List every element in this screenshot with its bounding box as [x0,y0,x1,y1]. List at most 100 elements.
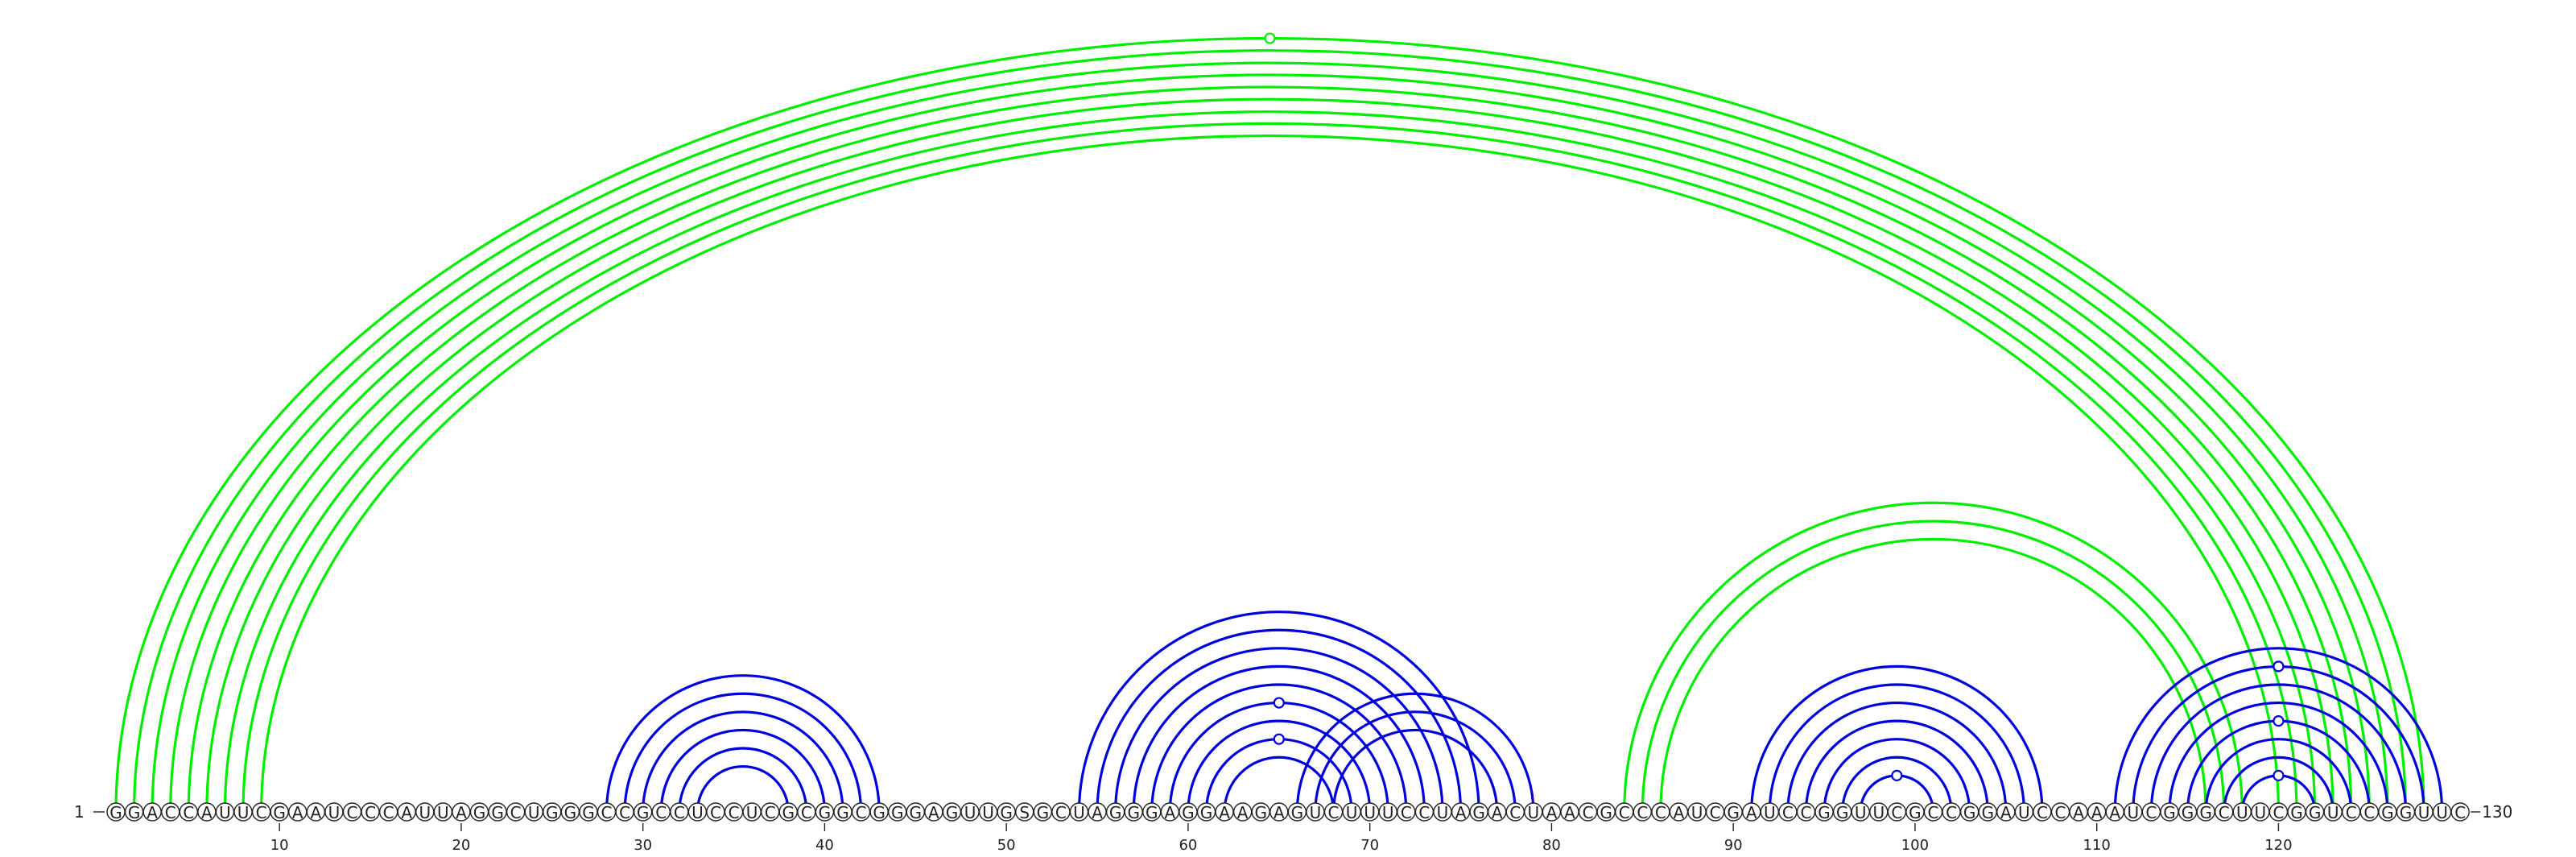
nucleotide-letter: U [964,803,976,822]
nucleotide-letter: A [2000,803,2012,822]
nucleotide: G [1724,802,1743,822]
nucleotide-letter: C [856,803,867,822]
base-pair-arc [1641,520,2226,813]
nucleotide: A [924,802,943,822]
nucleotide-letter: U [2128,803,2140,822]
nucleotide-letter: C [2055,803,2066,822]
nucleotide: U [1433,802,1452,822]
nucleotide: G [833,802,852,822]
nucleotide: C [251,802,271,822]
nucleotide-letter: G [946,803,959,822]
nucleotide-letter: C [383,803,394,822]
base-pair-arc [187,85,2353,813]
nucleotide: A [1160,802,1180,822]
tick-label: 60 [1179,837,1197,854]
nucleotide-letter: C [710,803,721,822]
nucleotide-letter: U [1691,803,1703,822]
base-pair-arc [1331,729,1499,813]
nucleotide-letter: C [346,803,357,822]
nucleotide: U [415,802,435,822]
nucleotide-letter: G [473,803,486,822]
base-pair-arc [1768,683,2025,813]
tick-label: 30 [634,837,652,854]
arcs-layer [114,37,2444,813]
nucleotide-letter: C [1619,803,1630,822]
nucleotide: C [615,802,634,822]
nucleotide: G [2305,802,2325,822]
nucleotide-letter: S [1019,803,1030,822]
nucleotide-letter: U [419,803,431,822]
nucleotide: U [1342,802,1361,822]
nucleotide: U [1378,802,1397,822]
base-pair-arc [623,693,863,813]
nucleotide: C [1633,802,1653,822]
nucleotide-letter: A [2073,803,2084,822]
nucleotide: A [1542,802,1562,822]
nucleotide-letter: A [456,803,467,822]
nucleotide-letter: A [1219,803,1230,822]
pair-marker [1273,697,1285,709]
nucleotide: U [1760,802,1780,822]
nucleotide: A [1232,802,1253,822]
nucleotide: C [670,802,689,822]
base-pair-arc [678,747,808,813]
nucleotide-letter: C [601,803,613,822]
nucleotide: G [942,802,962,822]
nucleotide: C [797,802,816,822]
nucleotide-letter: U [2018,803,2030,822]
nucleotide-letter: U [691,803,704,822]
nucleotide-letter: C [1401,803,1412,822]
nucleotide-letter: C [2454,803,2466,822]
base-pair-arc [260,134,2281,813]
nucleotide: G [488,802,507,822]
tick-label: 80 [1542,837,1561,854]
nucleotide: A [288,802,308,822]
nucleotide-letter: G [1836,803,1849,822]
nucleotide-letter: G [2199,803,2212,822]
nucleotide-letter: U [528,803,540,822]
pair-marker [2273,715,2285,727]
nucleotide-letter: C [729,803,740,822]
nucleotide: C [2342,802,2361,822]
tick-label: 20 [452,837,470,854]
nucleotide-letter: G [836,803,849,822]
nucleotide: G [270,802,289,822]
nucleotide: A [452,802,471,822]
nucleotide-letter: A [928,803,939,822]
nucleotide-letter: G [128,803,141,822]
nucleotide: U [2124,802,2143,822]
nucleotide-letter: C [256,803,267,822]
pair-marker [1264,32,1276,44]
nucleotide-letter: C [2219,803,2230,822]
nucleotide-letter: U [1346,803,1358,822]
nucleotide-letter: G [782,803,795,822]
nucleotide-letter: C [2037,803,2048,822]
base-pair-arc [642,710,844,813]
base-pair-arc [151,61,2389,813]
nucleotide: C [2033,802,2052,822]
nucleotide-letter: U [2236,803,2248,822]
nucleotide-letter: G [1127,803,1140,822]
nucleotide: G [124,802,144,822]
tick-label: 90 [1724,837,1743,854]
nucleotide-letter: C [801,803,812,822]
nucleotide-letter: A [1546,803,1558,822]
nucleotide: U [215,802,235,822]
nucleotide: C [1923,802,1943,822]
nucleotide: A [1996,802,2016,822]
nucleotide: C [1578,802,1598,822]
tick-label: 120 [2264,837,2292,854]
nucleotide: U [1306,802,1325,822]
nucleotide-letter: G [2309,803,2322,822]
nucleotide-letter: G [2182,803,2194,822]
base-pair-arc [171,75,2370,812]
nucleotide-letter: G [873,803,886,822]
nucleotide: A [397,802,416,822]
position-ticks: 10 20 30 40 50 60 70 80 90 100 110 120 [270,823,2293,854]
nucleotide: G [1814,802,1834,822]
nucleotide-letter: U [982,803,994,822]
nucleotide-letter: G [546,803,559,822]
nucleotide-letter: U [1872,803,1885,822]
